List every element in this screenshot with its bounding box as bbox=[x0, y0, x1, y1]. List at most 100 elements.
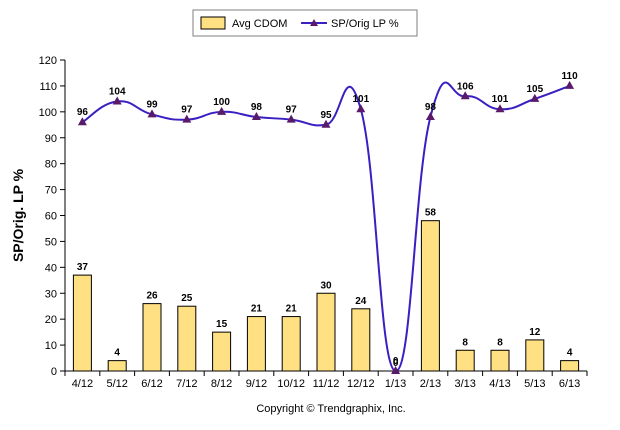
line-path bbox=[81, 81, 570, 373]
legend-marker bbox=[310, 19, 318, 26]
y-tick-label: 50 bbox=[45, 236, 57, 248]
y-tick-label: 70 bbox=[45, 185, 57, 197]
bar-value-label: 0 bbox=[393, 358, 399, 369]
y-tick-label: 90 bbox=[45, 133, 57, 145]
line-marker bbox=[217, 106, 227, 115]
x-tick-label: 10/12 bbox=[277, 378, 305, 390]
bar-value-label: 58 bbox=[425, 208, 437, 219]
bar-series bbox=[72, 220, 580, 372]
x-tick-label: 4/13 bbox=[489, 378, 510, 390]
y-axis: 0 10 20 30 40 50 60 70 80 90 100 110 120 bbox=[39, 55, 66, 378]
legend-swatch-bar bbox=[200, 16, 226, 30]
bar bbox=[281, 316, 301, 372]
line-marker bbox=[495, 104, 505, 113]
line-value-label: 105 bbox=[526, 84, 543, 95]
y-tick-label: 0 bbox=[51, 366, 57, 378]
x-tick-label: 5/13 bbox=[524, 378, 545, 390]
line-marker bbox=[565, 80, 575, 89]
x-tick-label: 7/12 bbox=[176, 378, 197, 390]
line-marker bbox=[321, 119, 331, 128]
x-tick-label: 4/12 bbox=[72, 378, 93, 390]
line-value-label: 95 bbox=[320, 110, 332, 121]
bar bbox=[316, 292, 336, 372]
bar-value-label: 8 bbox=[462, 337, 468, 348]
line-marker bbox=[356, 104, 366, 113]
bar bbox=[525, 339, 545, 372]
line-marker bbox=[182, 114, 192, 123]
x-tick-label: 8/12 bbox=[211, 378, 232, 390]
line-marker bbox=[460, 91, 470, 100]
bar-data-labels: 37 4 26 25 15 21 21 30 24 0 58 8 8 12 4 bbox=[77, 208, 573, 369]
line-marker bbox=[112, 96, 122, 105]
bar bbox=[177, 305, 197, 372]
bar bbox=[107, 360, 127, 372]
line-marker bbox=[391, 366, 401, 374]
y-axis-title: SP/Orig. LP % bbox=[10, 168, 26, 262]
bar-value-label: 8 bbox=[497, 337, 503, 348]
y-tick-label: 110 bbox=[39, 81, 57, 93]
legend-label-line: SP/Orig LP % bbox=[331, 18, 399, 30]
line-marker bbox=[530, 93, 540, 102]
x-tick-label: 6/12 bbox=[141, 378, 162, 390]
y-tick-label: 80 bbox=[45, 159, 57, 171]
bar bbox=[142, 303, 162, 372]
bar bbox=[560, 360, 580, 372]
y-tick-label: 10 bbox=[45, 340, 57, 352]
y-tick-label: 100 bbox=[39, 107, 57, 119]
line-value-label: 97 bbox=[181, 105, 193, 116]
line-data-labels: 96 104 99 97 100 98 97 95 101 0 98 106 101 105 110 bbox=[77, 71, 578, 367]
x-tick-label: 3/13 bbox=[454, 378, 475, 390]
bar-value-label: 21 bbox=[286, 304, 298, 315]
line-value-label: 106 bbox=[457, 81, 474, 92]
bar-value-label: 4 bbox=[114, 348, 120, 359]
line-value-label: 104 bbox=[109, 86, 126, 97]
legend: Avg CDOM SP/Orig LP % bbox=[192, 9, 418, 37]
line-marker bbox=[286, 114, 296, 123]
bar bbox=[455, 349, 475, 372]
x-tick-label: 9/12 bbox=[246, 378, 267, 390]
y-tick-label: 60 bbox=[45, 211, 57, 223]
y-tick-label: 120 bbox=[39, 55, 57, 67]
bar bbox=[212, 331, 232, 372]
bar-value-label: 24 bbox=[355, 296, 367, 307]
line-marker bbox=[251, 112, 261, 121]
bar-value-label: 37 bbox=[77, 262, 89, 273]
bar-value-label: 12 bbox=[529, 327, 541, 338]
line-value-label: 100 bbox=[213, 97, 230, 108]
bar-value-label: 25 bbox=[181, 293, 193, 304]
line-value-label: 101 bbox=[352, 94, 369, 105]
copyright-text: Copyright © Trendgraphix, Inc. bbox=[256, 403, 405, 415]
x-tick-label: 12/12 bbox=[347, 378, 375, 390]
x-tick-label: 2/13 bbox=[420, 378, 441, 390]
line-series bbox=[77, 80, 575, 374]
x-tick-label: 5/12 bbox=[106, 378, 127, 390]
y-tick-label: 30 bbox=[45, 288, 57, 300]
line-value-label: 0 bbox=[393, 356, 399, 367]
x-tick-label: 6/13 bbox=[559, 378, 580, 390]
line-value-label: 98 bbox=[251, 102, 263, 113]
y-tick-label: 40 bbox=[45, 262, 57, 274]
y-tick-label: 20 bbox=[45, 314, 57, 326]
bar bbox=[246, 316, 266, 372]
line-value-label: 99 bbox=[146, 99, 158, 110]
bar bbox=[420, 220, 440, 372]
line-marker bbox=[147, 109, 157, 118]
x-axis: 4/12 5/12 6/12 7/12 8/12 9/12 10/12 11/12 12/12 1… bbox=[64, 370, 588, 390]
bar-value-label: 4 bbox=[567, 348, 573, 359]
bar bbox=[72, 274, 92, 372]
line-value-label: 101 bbox=[492, 94, 509, 105]
line-value-label: 98 bbox=[425, 102, 437, 113]
bar bbox=[490, 349, 510, 372]
line-value-label: 97 bbox=[286, 105, 298, 116]
bar-value-label: 26 bbox=[146, 291, 158, 302]
bar bbox=[351, 308, 371, 372]
line-marker bbox=[77, 117, 87, 126]
line-value-label: 110 bbox=[562, 71, 579, 82]
legend-label-bar: Avg CDOM bbox=[232, 18, 287, 30]
x-tick-label: 1/13 bbox=[385, 378, 406, 390]
line-value-label: 96 bbox=[77, 107, 89, 118]
bar-value-label: 21 bbox=[251, 304, 263, 315]
bar-value-label: 30 bbox=[320, 280, 332, 291]
x-tick-label: 11/12 bbox=[313, 378, 340, 390]
